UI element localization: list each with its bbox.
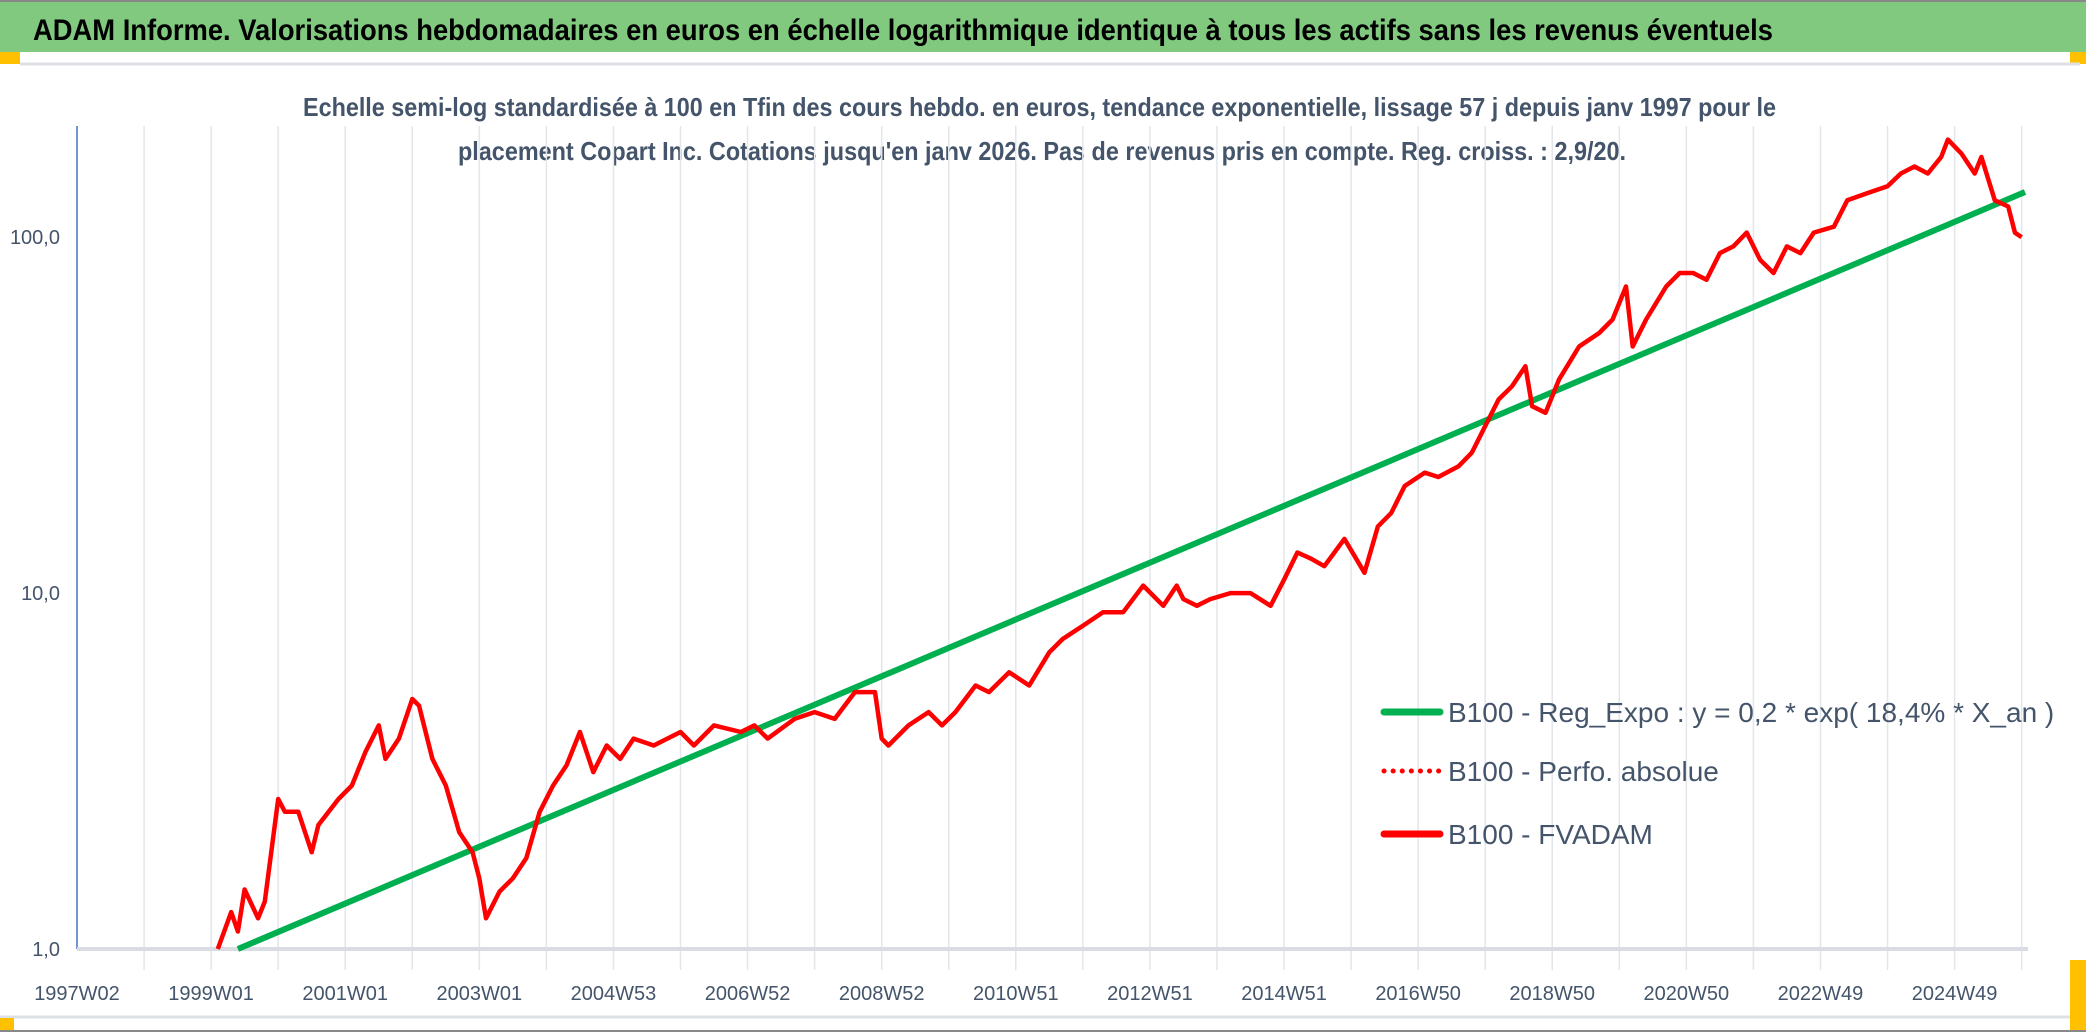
chart-subtitle-line-1: Echelle semi-log standardisée à 100 en T… (303, 92, 1776, 122)
x-tick-label: 1997W02 (34, 983, 120, 1005)
x-tick-label: 2004W53 (571, 983, 657, 1005)
header-bar (0, 0, 2086, 52)
y-tick-label: 10,0 (21, 583, 60, 605)
legend: B100 - Reg_Expo : y = 0,2 * exp( 18,4% *… (1380, 697, 2054, 850)
corner-handle-tl (0, 52, 20, 64)
x-tick-label: 2006W52 (705, 983, 791, 1005)
series-fvadam-line (215, 137, 2023, 950)
x-tick-label: 2020W50 (1644, 983, 1730, 1005)
legend-label-reg-expo: B100 - Reg_Expo : y = 0,2 * exp( 18,4% *… (1448, 697, 2054, 728)
x-tick-label: 2012W51 (1107, 983, 1193, 1005)
legend-item-reg-expo[interactable]: B100 - Reg_Expo : y = 0,2 * exp( 18,4% *… (1380, 697, 2054, 728)
series-group (215, 137, 2027, 952)
x-tick-label: 2016W50 (1375, 983, 1461, 1005)
x-tick-label: 2024W49 (1912, 983, 1998, 1005)
legend-item-fvadam[interactable]: B100 - FVADAM (1380, 819, 1653, 850)
header-title: ADAM Informe. Valorisations hebdomadaire… (33, 14, 1773, 47)
gridlines (143, 126, 2023, 970)
x-tick-label: 2001W01 (302, 983, 388, 1005)
x-axis-ticks: 1997W02 1999W01 2001W01 2003W01 2004W53 2006W… (34, 983, 1997, 1005)
x-tick-label: 2022W49 (1778, 983, 1864, 1005)
legend-item-perfo-absolue[interactable]: B100 - Perfo. absolue (1381, 756, 1719, 787)
corner-handle-bl (0, 1018, 14, 1032)
x-tick-label: 2008W52 (839, 983, 925, 1005)
y-axis-ticks: 1,0 10,0 100,0 (10, 227, 60, 961)
x-tick-label: 2018W50 (1509, 983, 1595, 1005)
corner-handle-br (2070, 960, 2086, 1032)
x-tick-label: 1999W01 (168, 983, 254, 1005)
x-tick-label: 2010W51 (973, 983, 1059, 1005)
chart-subtitle-line-2: placement Copart Inc. Cotations jusqu'en… (458, 136, 1626, 166)
y-tick-label: 100,0 (10, 227, 60, 249)
x-tick-label: 2014W51 (1241, 983, 1327, 1005)
legend-label-perfo-absolue: B100 - Perfo. absolue (1448, 756, 1719, 787)
legend-label-fvadam: B100 - FVADAM (1448, 819, 1653, 850)
corner-handle-tr (2070, 52, 2086, 64)
x-tick-label: 2003W01 (437, 983, 523, 1005)
y-tick-label: 1,0 (32, 939, 60, 961)
